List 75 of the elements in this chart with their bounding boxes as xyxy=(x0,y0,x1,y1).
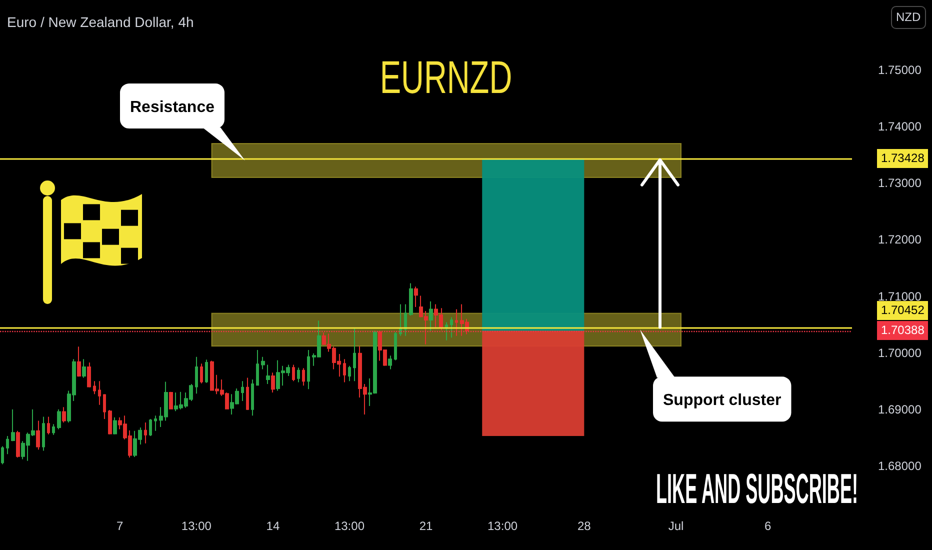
candlestick xyxy=(256,350,259,386)
ref-line-label: 1.70452 xyxy=(877,301,928,320)
y-tick-label: 1.73000 xyxy=(878,176,922,190)
y-tick-label: 1.75000 xyxy=(878,63,922,77)
candlestick xyxy=(93,380,96,395)
x-tick-label: 7 xyxy=(116,519,124,533)
candlestick xyxy=(52,424,55,436)
candlestick xyxy=(62,406,66,423)
candlestick xyxy=(251,378,254,416)
candlestick xyxy=(205,359,208,384)
candlestick xyxy=(42,416,45,452)
candlestick xyxy=(455,308,458,336)
candlestick xyxy=(404,304,407,336)
chart-title: EURNZD xyxy=(380,51,512,103)
annotation: LIKE AND SUBSCRIBE! xyxy=(656,465,858,512)
candlestick xyxy=(353,327,356,382)
candlestick xyxy=(1,446,4,465)
candlestick xyxy=(445,322,448,341)
candlestick xyxy=(57,408,61,430)
band-label: Support cluster xyxy=(663,392,782,410)
y-tick-label: 1.74000 xyxy=(878,120,922,134)
candlestick xyxy=(169,391,173,410)
candlestick xyxy=(297,367,300,383)
candlestick xyxy=(149,418,152,437)
candlestick xyxy=(266,364,270,384)
candlestick xyxy=(82,358,86,378)
x-tick-label: 13:00 xyxy=(488,519,518,533)
candlestick xyxy=(271,372,275,393)
y-tick-label: 1.71000 xyxy=(878,289,922,304)
candlestick xyxy=(409,282,413,316)
candlestick xyxy=(154,415,157,432)
y-tick-label: 1.68000 xyxy=(878,459,922,473)
candlestick xyxy=(113,416,117,435)
x-tick-label: Jul xyxy=(668,519,684,533)
candlestick xyxy=(343,358,346,383)
candlestick xyxy=(348,365,351,382)
candlestick xyxy=(11,408,15,442)
candlestick xyxy=(36,420,40,450)
candlestick xyxy=(103,394,106,420)
candlestick xyxy=(108,409,112,435)
x-tick-label: 13:00 xyxy=(181,519,212,533)
candlestick xyxy=(47,416,50,435)
x-tick-label: 21 xyxy=(419,519,433,533)
candlestick xyxy=(77,346,81,378)
x-tick-label: 14 xyxy=(266,519,280,533)
candlestick xyxy=(246,377,249,410)
candlestick xyxy=(144,422,147,444)
band-label: Resistance xyxy=(130,99,215,116)
candlestick xyxy=(429,300,433,332)
candlestick xyxy=(6,436,9,455)
candlestick xyxy=(450,316,453,338)
y-tick-label: 1.72000 xyxy=(878,232,922,247)
x-tick-label: 28 xyxy=(577,519,592,533)
candlestick xyxy=(98,380,101,406)
candlestick xyxy=(399,304,402,336)
candlestick xyxy=(292,364,295,382)
candlestick xyxy=(394,331,397,361)
chart-subtitle: Euro / New Zealand Dollar, 4h xyxy=(7,13,194,31)
candlestick xyxy=(261,356,265,370)
unit-button: NZD xyxy=(891,6,926,29)
ref-line-label: 1.70388 xyxy=(877,321,928,340)
candlestick xyxy=(241,380,244,402)
x-tick-label: 6 xyxy=(764,519,772,533)
candlestick xyxy=(414,286,418,308)
candlestick xyxy=(16,430,20,458)
candlestick xyxy=(87,362,91,388)
candlestick xyxy=(307,350,310,390)
ref-line-label: 1.73428 xyxy=(877,149,928,168)
candlestick xyxy=(195,356,198,394)
x-tick-label: 13:00 xyxy=(334,519,365,533)
y-tick-label: 1.70000 xyxy=(878,346,922,360)
candlestick xyxy=(388,355,392,370)
candlestick xyxy=(302,368,305,386)
candlestick xyxy=(200,363,203,384)
y-tick-label: 1.69000 xyxy=(878,402,922,416)
